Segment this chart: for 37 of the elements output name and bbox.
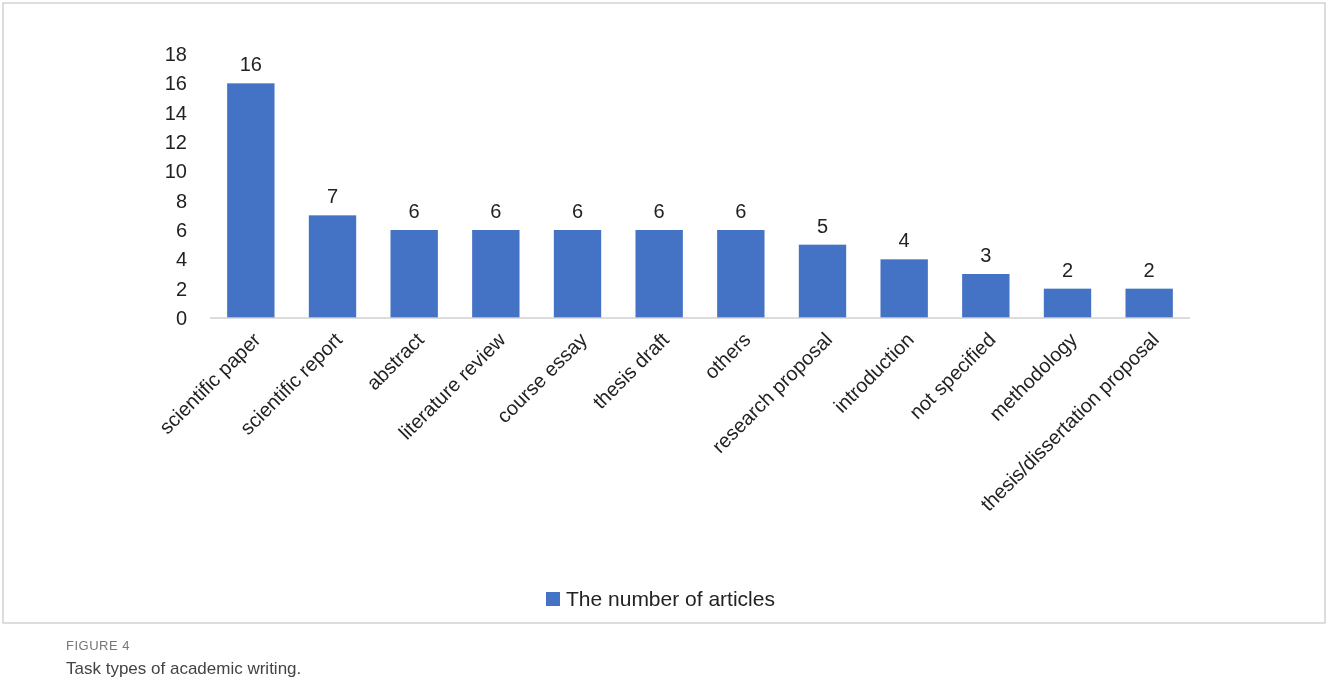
data-label: 6 [653, 200, 665, 222]
text: Task types of academic writing. [66, 658, 302, 678]
y-tick-label: 2 [175, 277, 187, 300]
data-label: 4 [898, 229, 910, 252]
bar [880, 259, 928, 318]
y-tick-label: 6 [175, 219, 187, 241]
bar [1043, 288, 1092, 318]
bar [472, 230, 520, 318]
y-tick-label: 16 [164, 72, 187, 95]
y-tick-label: 0 [175, 307, 187, 329]
bar [227, 83, 275, 318]
bar [962, 274, 1010, 318]
data-label: 6 [490, 200, 502, 222]
bar [1125, 288, 1173, 318]
data-label: 3 [980, 244, 992, 266]
data-label: 6 [408, 200, 420, 222]
bar [717, 230, 765, 318]
bar [308, 215, 357, 318]
data-label: 16 [239, 53, 262, 76]
y-tick-label: 10 [164, 160, 187, 183]
data-label: 7 [326, 185, 339, 208]
y-tick-label: 8 [175, 189, 187, 212]
data-label: 2 [1061, 258, 1074, 281]
y-tick-label: 18 [164, 43, 187, 65]
bar [635, 230, 683, 318]
caption: FIGURE 4 [66, 637, 130, 653]
bar [390, 230, 438, 318]
data-label: 6 [735, 200, 747, 222]
data-label: 5 [816, 214, 829, 237]
y-tick-label: 4 [175, 248, 187, 271]
y-tick-label: 12 [164, 131, 187, 153]
legend-label: The number of articles [566, 587, 775, 611]
data-label: 6 [571, 200, 584, 222]
data-label: 2 [1143, 258, 1155, 281]
y-tick-label: 14 [164, 101, 187, 124]
bar [798, 244, 847, 318]
bar [553, 230, 602, 318]
